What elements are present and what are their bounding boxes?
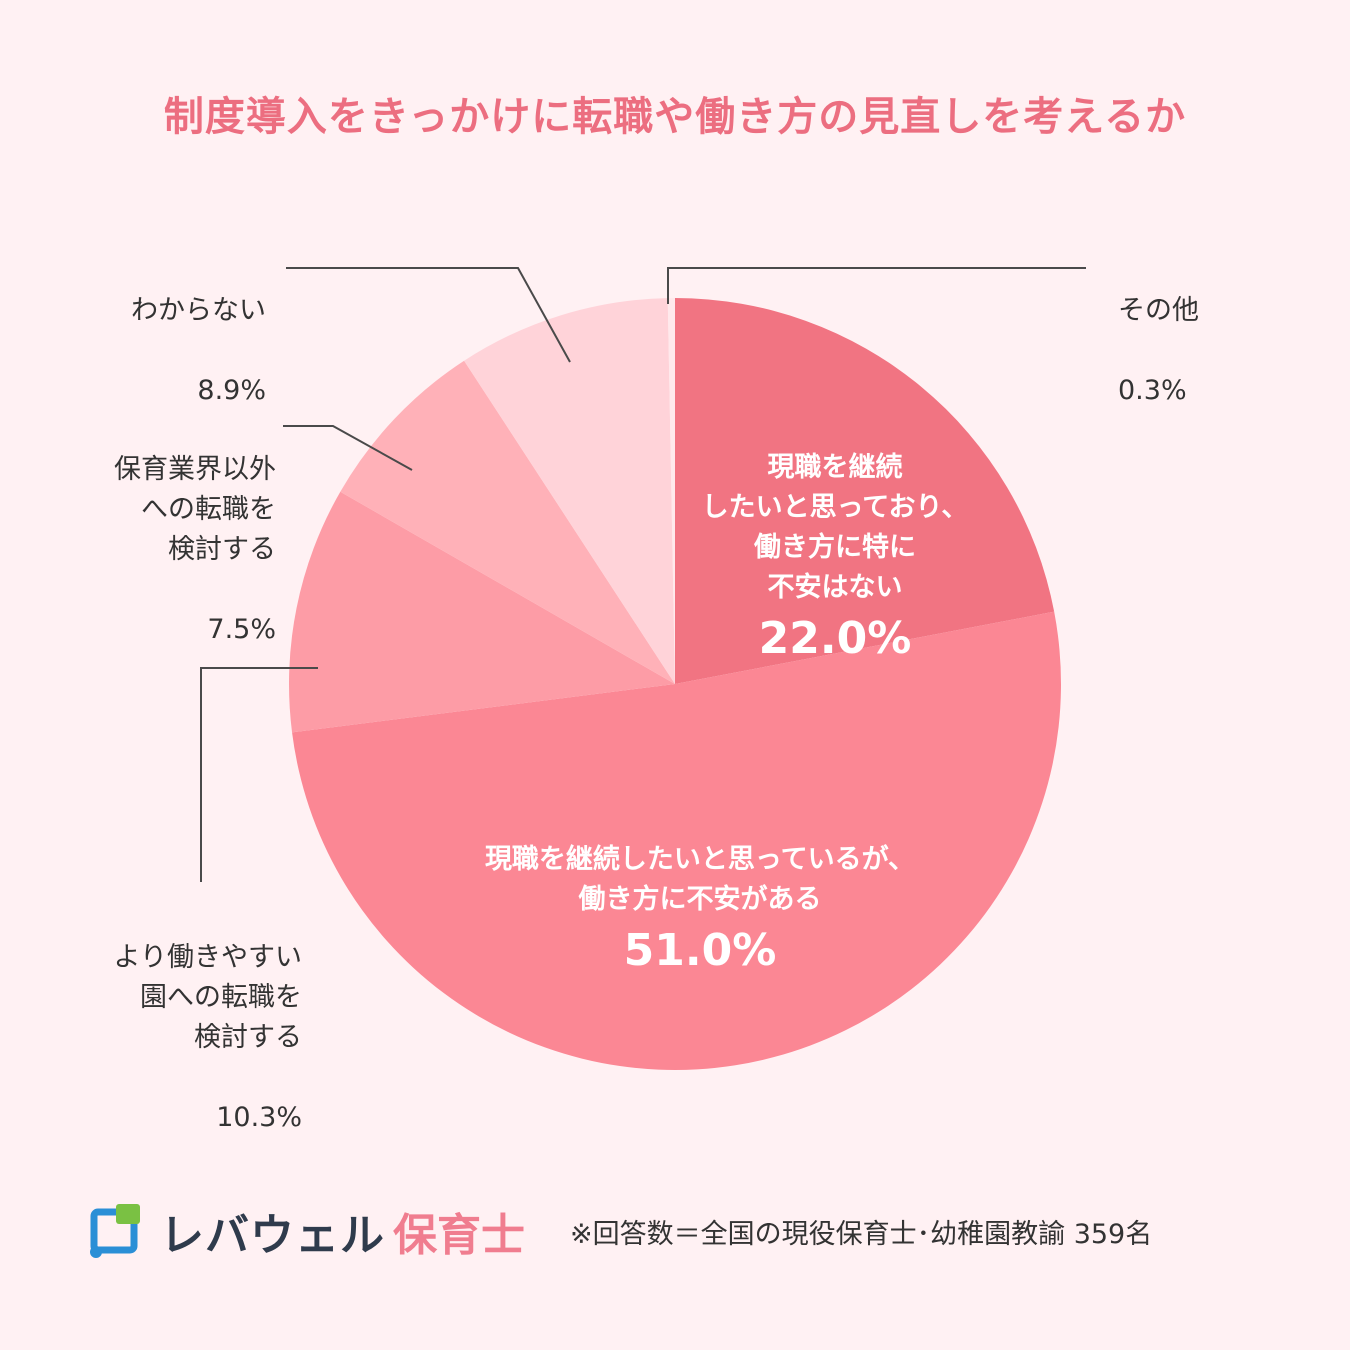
slice-label-text: より働きやすい 園への転職を 検討する: [113, 942, 302, 1053]
slice-value: 22.0%: [758, 613, 912, 664]
brand-mark-icon: [90, 1204, 140, 1258]
pie-slice-4: [464, 298, 675, 684]
leader-line-2: [286, 267, 571, 363]
leader-line-3: [667, 267, 1086, 304]
leader-line-0: [200, 667, 318, 882]
slice-label-text: わからない: [131, 295, 266, 326]
slice-value: 10.3%: [216, 1102, 302, 1133]
footnote: ※回答数＝全国の現役保育士･幼稚園教諭 359名: [570, 1219, 1153, 1250]
slice-label-unknown: わからない 8.9%: [60, 251, 266, 411]
slice-label-better-nursery: より働きやすい 園への転職を 検討する 10.3%: [60, 898, 302, 1138]
slice-label-text: 現職を継続 したいと思っており、 働き方に特に 不安はない: [701, 452, 969, 603]
slice-label-text: 現職を継続したいと思っているが、 働き方に不安がある: [484, 844, 916, 915]
brand-sub: 保育士: [393, 1210, 525, 1261]
slice-label-text: 保育業界以外 への転職を 検討する: [114, 454, 276, 565]
slice-label-text: その他: [1118, 295, 1199, 326]
brand-logo: レバウェル 保育士: [86, 1196, 525, 1266]
slice-value: 0.3%: [1118, 375, 1187, 406]
pie-slices: [289, 298, 1062, 1071]
pie-slice-5: [667, 298, 675, 684]
pie-slice-3: [340, 360, 675, 684]
slice-value: 51.0%: [623, 925, 777, 976]
slice-value: 7.5%: [207, 614, 276, 645]
brand-name: レバウェル: [160, 1210, 385, 1261]
slice-label-other: その他 0.3%: [1118, 251, 1298, 411]
leader-line-1: [283, 425, 413, 471]
leader-lines: [200, 267, 1086, 882]
pie-slice-2: [289, 491, 675, 733]
pie-slice-1: [292, 611, 1062, 1071]
slice-label-keep-no-worry: 現職を継続 したいと思っており、 働き方に特に 不安はない 22.0%: [680, 408, 990, 708]
slice-label-keep-with-worry: 現職を継続したいと思っているが、 働き方に不安がある 51.0%: [430, 800, 970, 1020]
slice-label-other-industry: 保育業界以外 への転職を 検討する 7.5%: [40, 410, 276, 650]
chart-title: 制度導入をきっかけに転職や働き方の見直しを考えるか: [163, 94, 1187, 140]
slice-value: 8.9%: [197, 375, 266, 406]
pie-slice-0: [675, 298, 1055, 684]
